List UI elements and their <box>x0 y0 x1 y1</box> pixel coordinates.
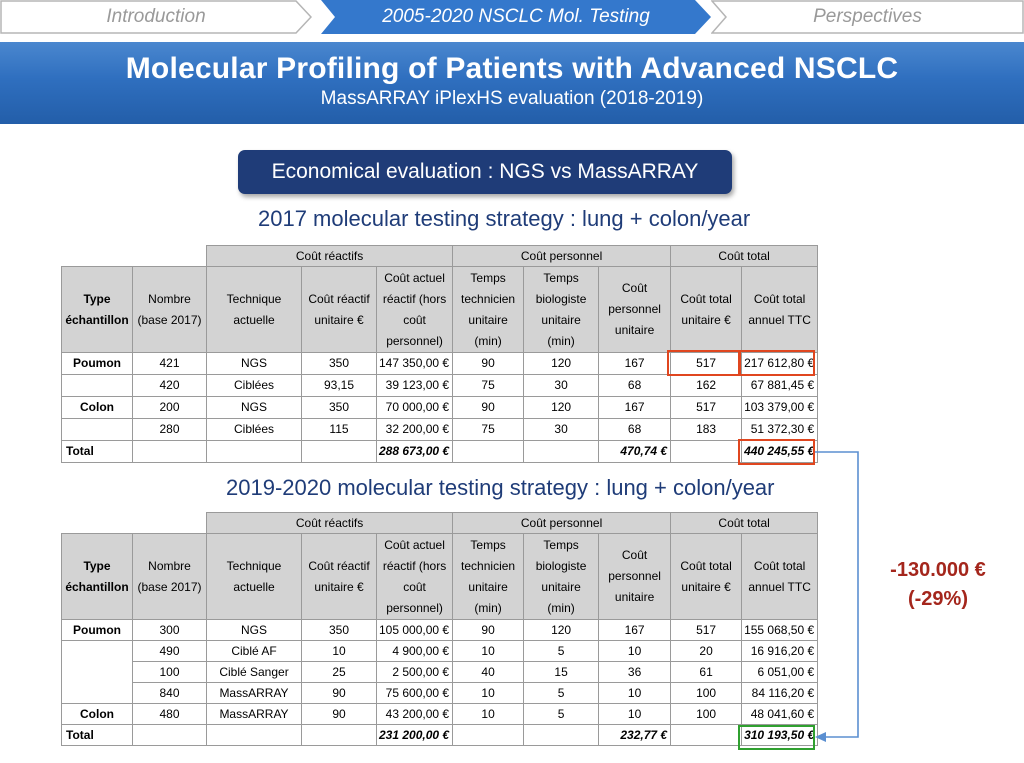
table-total-row: Total 288 673,00 € 470,74 € 440 245,55 € <box>61 440 819 463</box>
group-header-reactifs: Coût réactifs <box>205 512 454 534</box>
total-reactifs: 288 673,00 € <box>375 440 454 463</box>
highlight-total-2019 <box>738 725 815 750</box>
column-header: Coût total annuel TTC <box>741 533 819 620</box>
breadcrumb-mol-testing[interactable]: 2005-2020 NSCLC Mol. Testing <box>321 0 711 34</box>
column-header: Technique actuelle <box>206 533 302 620</box>
column-header: Type échantillon <box>61 266 133 353</box>
breadcrumb-perspectives[interactable]: Perspectives <box>711 0 1024 34</box>
total-reactifs: 231 200,00 € <box>375 724 454 746</box>
savings-amount: -130.000 € <box>890 559 986 581</box>
column-header: Coût actuel réactif (hors coût personnel… <box>375 266 454 353</box>
total-personnel: 232,77 € <box>598 724 672 746</box>
savings-callout: -130.000 € (-29%) <box>868 556 1008 614</box>
highlight-total-2017 <box>738 439 815 465</box>
column-header: Coût réactif unitaire € <box>301 533 377 620</box>
table-2019-title: 2019-2020 molecular testing strategy : l… <box>226 475 775 500</box>
column-header: Coût total annuel TTC <box>741 266 819 353</box>
group-header-total: Coût total <box>670 245 819 267</box>
column-header: Temps technicien unitaire (min) <box>452 266 525 353</box>
table-row: Colon 200 NGS 350 70 000,00 € 90 120 167… <box>61 396 819 419</box>
highlight-annual-cost-ngs <box>739 350 815 376</box>
savings-percent: (-29%) <box>907 588 968 610</box>
column-header: Coût réactif unitaire € <box>301 266 377 353</box>
table-row: 840 MassARRAY 90 75 600,00 € 10 5 10 100… <box>61 682 819 704</box>
chevron-shape-active <box>321 0 711 34</box>
breadcrumb: Introduction 2005-2020 NSCLC Mol. Testin… <box>0 0 1024 36</box>
table-total-row: Total 231 200,00 € 232,77 € 310 193,50 € <box>61 724 819 746</box>
group-header-personnel: Coût personnel <box>452 512 672 534</box>
table-row: 420 Ciblées 93,15 39 123,00 € 75 30 68 1… <box>61 374 819 397</box>
section-label: Economical evaluation : NGS vs MassARRAY <box>238 150 732 194</box>
total-personnel: 470,74 € <box>598 440 672 463</box>
cost-table-2019: Coût réactifs Coût personnel Coût total … <box>61 512 819 746</box>
title-band: Molecular Profiling of Patients with Adv… <box>0 42 1024 124</box>
table-row: Colon 480 MassARRAY 90 43 200,00 € 10 5 … <box>61 703 819 725</box>
page-title: Molecular Profiling of Patients with Adv… <box>125 52 899 85</box>
column-header: Type échantillon <box>61 533 133 620</box>
cost-table-2017: Coût réactifs Coût personnel Coût total … <box>61 245 819 463</box>
column-header: Temps technicien unitaire (min) <box>452 533 525 620</box>
table-row: 280 Ciblées 115 32 200,00 € 75 30 68 183… <box>61 418 819 441</box>
column-header: Coût personnel unitaire <box>598 533 672 620</box>
breadcrumb-introduction[interactable]: Introduction <box>0 0 312 34</box>
table-row: 100 Ciblé Sanger 25 2 500,00 € 40 15 36 … <box>61 661 819 683</box>
group-header-reactifs: Coût réactifs <box>205 245 454 267</box>
group-header-total: Coût total <box>670 512 819 534</box>
column-header: Nombre (base 2017) <box>132 533 207 620</box>
column-header: Nombre (base 2017) <box>132 266 207 353</box>
column-header: Coût total unitaire € <box>670 533 743 620</box>
table-row: Poumon 300 NGS 350 105 000,00 € 90 120 1… <box>61 619 819 641</box>
chevron-shape <box>0 0 312 34</box>
column-header: Coût actuel réactif (hors coût personnel… <box>375 533 454 620</box>
table-2017-title: 2017 molecular testing strategy : lung +… <box>258 206 751 231</box>
page-subtitle: MassARRAY iPlexHS evaluation (2018-2019) <box>320 88 704 109</box>
chevron-shape <box>711 0 1024 34</box>
column-header: Coût total unitaire € <box>670 266 743 353</box>
table-row: 490 Ciblé AF 10 4 900,00 € 10 5 10 20 16… <box>61 640 819 662</box>
column-header: Temps biologiste unitaire (min) <box>523 533 600 620</box>
